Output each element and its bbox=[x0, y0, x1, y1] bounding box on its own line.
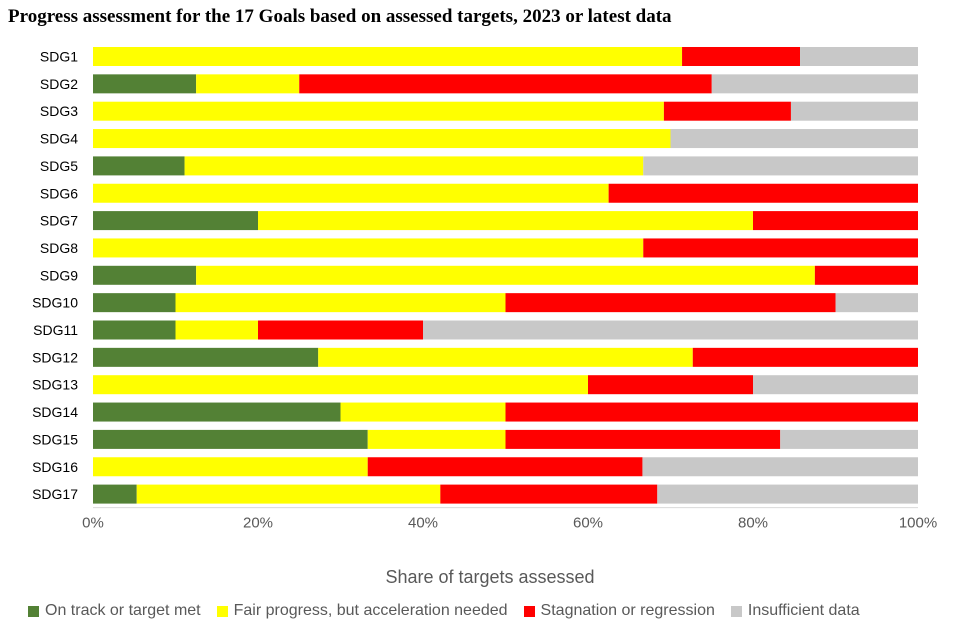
bar-sdg8-fair-progress-but-acceleration-needed bbox=[93, 238, 644, 258]
bar-sdg5-fair-progress-but-acceleration-needed bbox=[184, 156, 644, 176]
x-tick-label: 0% bbox=[82, 515, 104, 532]
bar-sdg11-insufficient-data bbox=[423, 320, 918, 340]
category-label: SDG17 bbox=[32, 486, 78, 502]
bar-sdg7-stagnation-or-regression bbox=[753, 211, 918, 231]
x-tick-label: 80% bbox=[738, 515, 768, 532]
bar-sdg17-stagnation-or-regression bbox=[440, 484, 658, 504]
category-label: SDG3 bbox=[40, 103, 78, 119]
bar-sdg15-insufficient-data bbox=[780, 429, 918, 449]
legend-item: Stagnation or regression bbox=[523, 602, 715, 620]
bar-sdg12-stagnation-or-regression bbox=[692, 347, 918, 367]
bar-sdg17-insufficient-data bbox=[657, 484, 918, 504]
bar-sdg11-stagnation-or-regression bbox=[258, 320, 423, 340]
bar-sdg10-stagnation-or-regression bbox=[505, 293, 836, 313]
x-tick-label: 100% bbox=[899, 515, 937, 532]
stacked-bar-chart: SDG1 SDG2 SDG3 SDG4 SDG5 SDG6 SDG7 SDG8 SDG9 SDG1… bbox=[32, 47, 937, 587]
bar-sdg3-insufficient-data bbox=[790, 101, 918, 121]
bar-sdg1-insufficient-data bbox=[800, 47, 918, 66]
legend-label: Fair progress, but acceleration needed bbox=[233, 602, 508, 619]
category-label: SDG1 bbox=[40, 49, 78, 65]
legend-label: On track or target met bbox=[45, 602, 201, 619]
bar-sdg16-stagnation-or-regression bbox=[367, 457, 643, 477]
bar-sdg13-insufficient-data bbox=[753, 375, 918, 395]
legend-item: Insufficient data bbox=[730, 602, 860, 620]
category-label: SDG4 bbox=[40, 131, 78, 147]
x-tick-label: 40% bbox=[408, 515, 438, 532]
bar-sdg10-on-track-or-target-met bbox=[93, 293, 176, 313]
bar-sdg13-fair-progress-but-acceleration-needed bbox=[93, 375, 588, 395]
chart-title: Progress assessment for the 17 Goals bas… bbox=[8, 6, 672, 27]
bar-sdg16-insufficient-data bbox=[642, 457, 918, 477]
bar-sdg13-stagnation-or-regression bbox=[588, 375, 753, 395]
bar-sdg2-fair-progress-but-acceleration-needed bbox=[196, 74, 300, 94]
legend-swatch bbox=[730, 605, 742, 617]
category-label: SDG8 bbox=[40, 240, 78, 256]
bar-sdg8-stagnation-or-regression bbox=[643, 238, 918, 258]
bar-sdg17-fair-progress-but-acceleration-needed bbox=[136, 484, 441, 504]
category-label: SDG2 bbox=[40, 76, 78, 92]
category-label: SDG6 bbox=[40, 185, 78, 201]
bar-sdg10-fair-progress-but-acceleration-needed bbox=[175, 293, 506, 313]
bar-sdg14-stagnation-or-regression bbox=[505, 402, 918, 422]
bar-sdg11-on-track-or-target-met bbox=[93, 320, 176, 340]
legend-item: On track or target met bbox=[28, 602, 201, 620]
legend: On track or target met Fair progress, but… bbox=[28, 602, 860, 620]
category-label: SDG15 bbox=[32, 431, 78, 447]
bar-sdg17-on-track-or-target-met bbox=[93, 484, 137, 504]
bar-sdg12-fair-progress-but-acceleration-needed bbox=[318, 347, 693, 367]
bar-sdg6-fair-progress-but-acceleration-needed bbox=[93, 183, 609, 203]
category-label: SDG11 bbox=[33, 322, 78, 338]
legend-label: Stagnation or regression bbox=[540, 602, 715, 619]
category-label: SDG7 bbox=[40, 213, 78, 229]
bar-sdg9-on-track-or-target-met bbox=[93, 265, 197, 285]
bar-sdg15-fair-progress-but-acceleration-needed bbox=[367, 429, 506, 449]
bar-sdg4-fair-progress-but-acceleration-needed bbox=[93, 129, 671, 149]
legend-item: Fair progress, but acceleration needed bbox=[216, 602, 508, 620]
bar-sdg5-on-track-or-target-met bbox=[93, 156, 185, 176]
category-label: SDG13 bbox=[32, 377, 78, 393]
bar-sdg16-fair-progress-but-acceleration-needed bbox=[93, 457, 368, 477]
x-axis-label: Share of targets assessed bbox=[385, 567, 594, 587]
bar-sdg2-on-track-or-target-met bbox=[93, 74, 197, 94]
legend-swatch bbox=[28, 605, 39, 617]
bar-sdg4-insufficient-data bbox=[670, 129, 918, 149]
category-label: SDG5 bbox=[40, 158, 78, 174]
bar-sdg15-on-track-or-target-met bbox=[93, 429, 368, 449]
bar-sdg1-stagnation-or-regression bbox=[682, 47, 801, 66]
bar-sdg15-stagnation-or-regression bbox=[505, 429, 781, 449]
bar-sdg14-on-track-or-target-met bbox=[93, 402, 341, 422]
bar-sdg5-insufficient-data bbox=[643, 156, 918, 176]
category-label: SDG14 bbox=[32, 404, 78, 420]
bar-sdg11-fair-progress-but-acceleration-needed bbox=[175, 320, 258, 340]
bar-sdg9-stagnation-or-regression bbox=[814, 265, 918, 285]
category-label: SDG16 bbox=[32, 459, 78, 475]
bar-sdg2-insufficient-data bbox=[711, 74, 918, 94]
bar-sdg14-fair-progress-but-acceleration-needed bbox=[340, 402, 506, 422]
bar-sdg6-stagnation-or-regression bbox=[608, 183, 918, 203]
legend-swatch bbox=[216, 605, 228, 617]
bar-sdg2-stagnation-or-regression bbox=[299, 74, 712, 94]
category-label: SDG10 bbox=[32, 295, 78, 311]
bar-sdg1-fair-progress-but-acceleration-needed bbox=[93, 47, 683, 66]
bar-sdg7-on-track-or-target-met bbox=[93, 211, 258, 231]
bar-sdg9-fair-progress-but-acceleration-needed bbox=[196, 265, 815, 285]
category-label: SDG12 bbox=[32, 349, 78, 365]
x-tick-label: 60% bbox=[573, 515, 603, 532]
legend-swatch bbox=[523, 605, 535, 617]
legend-label: Insufficient data bbox=[747, 602, 860, 619]
category-label: SDG9 bbox=[40, 267, 78, 283]
bar-sdg10-insufficient-data bbox=[835, 293, 918, 313]
x-tick-label: 20% bbox=[243, 515, 273, 532]
bar-sdg3-fair-progress-but-acceleration-needed bbox=[93, 101, 664, 121]
bar-sdg12-on-track-or-target-met bbox=[93, 347, 319, 367]
bar-sdg3-stagnation-or-regression bbox=[663, 101, 791, 121]
bar-sdg7-fair-progress-but-acceleration-needed bbox=[258, 211, 753, 231]
